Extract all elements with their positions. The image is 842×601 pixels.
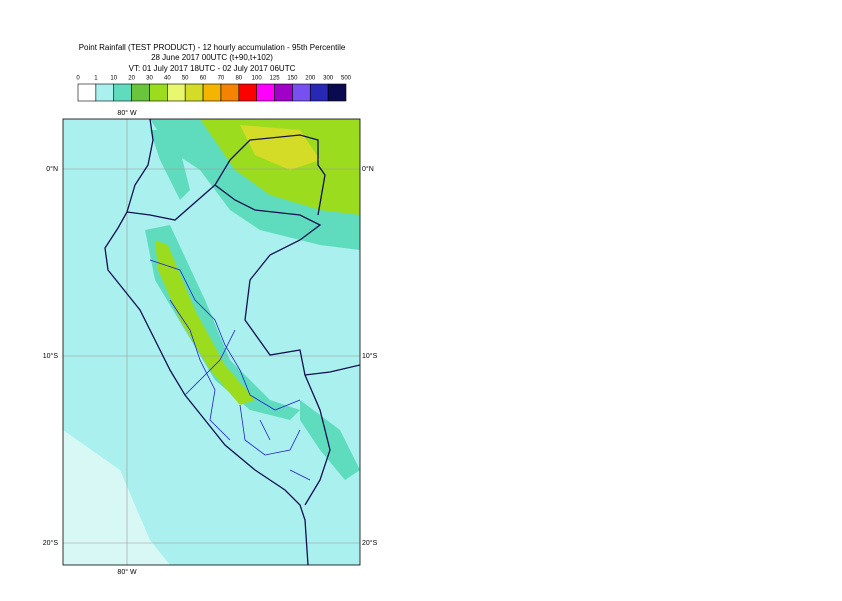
legend-label: 300 bbox=[323, 76, 334, 82]
lon-label: 80° W bbox=[117, 109, 137, 117]
lat-label: 10°S bbox=[362, 352, 378, 360]
legend-swatch bbox=[149, 83, 168, 102]
legend-label: 0 bbox=[76, 76, 80, 82]
lon-label: 80° W bbox=[117, 568, 137, 576]
legend-label: 50 bbox=[182, 76, 189, 82]
legend-swatch bbox=[292, 83, 311, 102]
legend-label: 200 bbox=[305, 76, 316, 82]
legend-swatch bbox=[274, 83, 293, 102]
legend-label: 40 bbox=[164, 76, 171, 82]
country-border bbox=[304, 364, 360, 376]
legend: 0 1 10 20 30 40 50 60 70 80 100 125 150 200 300 500 bbox=[76, 76, 352, 102]
title: Point Rainfall (TEST PRODUCT) - 12 hourl… bbox=[79, 43, 346, 52]
legend-label: 150 bbox=[287, 76, 298, 82]
legend-swatch bbox=[238, 83, 257, 102]
legend-swatch bbox=[95, 83, 115, 102]
base-time: 28 June 2017 00UTC (t+90,t+102) bbox=[151, 53, 273, 62]
rain-field bbox=[150, 130, 190, 200]
valid-time: VT: 01 July 2017 18UTC - 02 July 2017 06… bbox=[129, 64, 296, 73]
legend-label: 70 bbox=[218, 76, 225, 82]
rain-field bbox=[240, 125, 320, 170]
rain-field bbox=[155, 240, 255, 405]
lat-label: 0°N bbox=[362, 165, 374, 173]
lat-label: 10°S bbox=[43, 352, 59, 360]
legend-swatch bbox=[202, 83, 222, 102]
rain-field bbox=[145, 225, 300, 420]
legend-label: 125 bbox=[270, 76, 281, 82]
rain-field bbox=[200, 119, 360, 215]
legend-swatch bbox=[131, 83, 150, 102]
legend-label: 30 bbox=[146, 76, 153, 82]
lat-label: 20°S bbox=[43, 539, 59, 547]
legend-label: 60 bbox=[200, 76, 207, 82]
coastline bbox=[104, 119, 309, 565]
legend-label: 1 bbox=[94, 76, 98, 82]
legend-label: 10 bbox=[110, 76, 117, 82]
map bbox=[63, 119, 360, 565]
rain-field bbox=[300, 400, 360, 480]
legend-label: 80 bbox=[235, 76, 242, 82]
legend-swatch bbox=[77, 83, 97, 102]
legend-swatch bbox=[220, 83, 240, 102]
legend-label: 20 bbox=[128, 76, 135, 82]
map-frame bbox=[62, 118, 361, 566]
rain-field bbox=[63, 430, 170, 565]
country-border bbox=[214, 134, 326, 216]
legend-swatch bbox=[167, 83, 186, 102]
legend-swatch bbox=[113, 83, 132, 102]
department-border bbox=[149, 259, 311, 481]
legend-swatch bbox=[327, 83, 347, 102]
legend-swatch bbox=[309, 83, 329, 102]
lat-label: 20°S bbox=[362, 539, 378, 547]
lat-label: 0°N bbox=[46, 165, 58, 173]
legend-swatch bbox=[184, 83, 204, 102]
legend-swatch bbox=[256, 83, 275, 102]
legend-label: 500 bbox=[341, 76, 352, 82]
legend-label: 100 bbox=[252, 76, 263, 82]
